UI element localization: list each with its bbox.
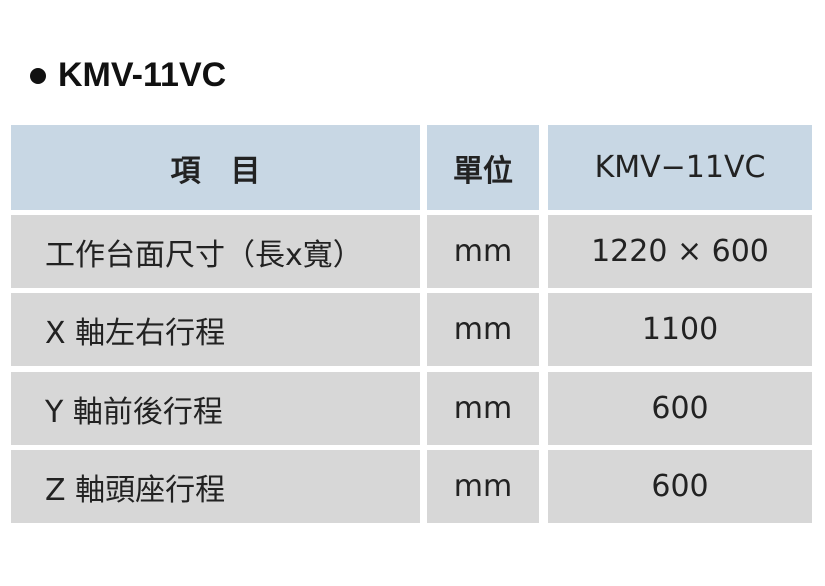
header-unit: 單位 (427, 125, 539, 210)
row-unit: mm (427, 450, 539, 523)
row-unit: mm (427, 215, 539, 288)
row-unit: mm (427, 293, 539, 366)
row-unit: mm (427, 372, 539, 445)
header-item: 項 目 (11, 125, 420, 210)
page-title: KMV-11VC (30, 56, 226, 95)
row-value: 600 (548, 450, 812, 523)
row-value: 600 (548, 372, 812, 445)
bullet-icon (30, 67, 46, 84)
row-item: Z 軸頭座行程 (11, 450, 420, 523)
row-value: 1220 × 600 (548, 215, 812, 288)
row-item: X 軸左右行程 (11, 293, 420, 366)
row-item: 工作台面尺寸（長x寬） (11, 215, 420, 288)
title-text: KMV-11VC (58, 56, 227, 94)
row-value: 1100 (548, 293, 812, 366)
row-item: Y 軸前後行程 (11, 372, 420, 445)
header-model: KMV−11VC (548, 125, 812, 210)
